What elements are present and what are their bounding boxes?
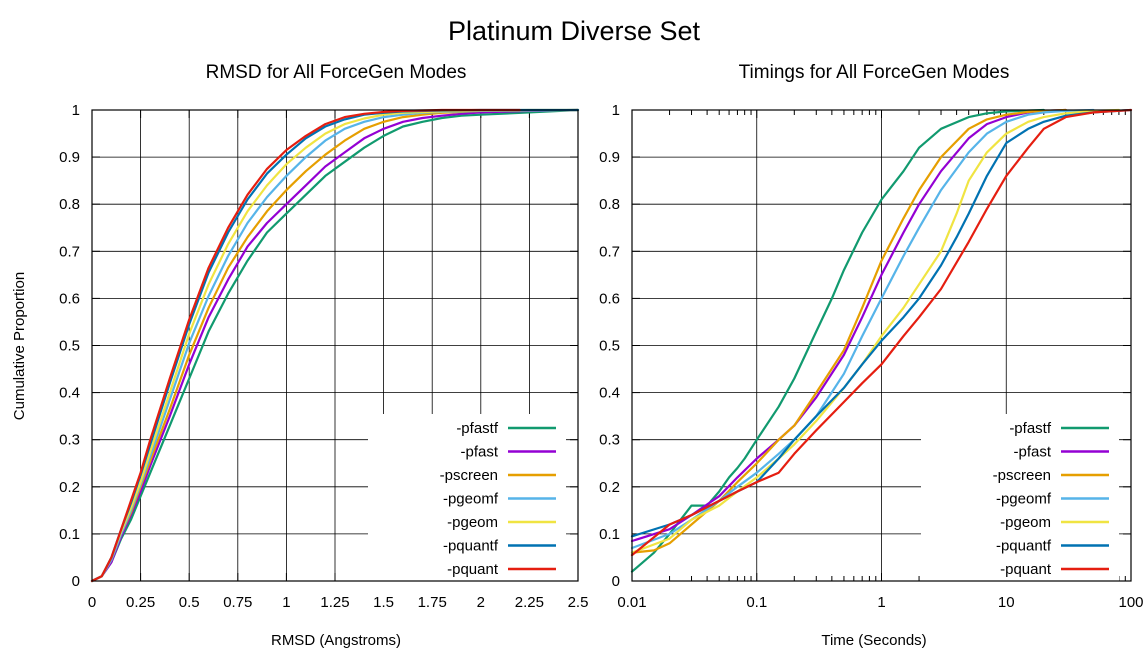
timings-series-line-pgeomf bbox=[630, 108, 1095, 550]
y-axis-label: Cumulative Proportion bbox=[11, 272, 28, 420]
timings-y-tick-label: 0.6 bbox=[599, 290, 620, 307]
timings-legend-label: -pscreen bbox=[993, 467, 1051, 484]
rmsd-legend-label: -pquant bbox=[447, 561, 499, 578]
timings-legend: -pfastf -pfast -pscreen -pgeomf -pgeom -pquan… bbox=[921, 414, 1119, 587]
timings-series-line-pquant bbox=[630, 108, 1133, 557]
timings-x-tick-label: 1 bbox=[877, 594, 885, 611]
rmsd-x-tick-label: 2.5 bbox=[568, 594, 589, 611]
timings-y-tick-label: 0.2 bbox=[599, 479, 620, 496]
timings-x-tick-label: 10 bbox=[998, 594, 1015, 611]
timings-x-tick-label: 0.1 bbox=[746, 594, 767, 611]
rmsd-x-tick-label: 2.25 bbox=[515, 594, 544, 611]
timings-y-tick-label: 0.8 bbox=[599, 196, 620, 213]
rmsd-x-tick-label: 1.75 bbox=[418, 594, 447, 611]
rmsd-x-tick-label: 0.25 bbox=[126, 594, 155, 611]
timings-series-group bbox=[630, 108, 1133, 573]
timings-y-tick-label: 0.9 bbox=[599, 149, 620, 166]
timings-y-tick-label: 0.4 bbox=[599, 385, 620, 402]
timings-panel-title: Timings for All ForceGen Modes bbox=[739, 62, 1010, 83]
rmsd-series-line-pquant bbox=[90, 108, 521, 583]
rmsd-legend-label: -pfastf bbox=[456, 420, 499, 437]
timings-y-tick-label: 0 bbox=[612, 573, 620, 590]
timings-legend-label: -pgeom bbox=[1000, 514, 1051, 531]
timings-legend-background bbox=[921, 414, 1119, 587]
timings-series-line-pfast bbox=[630, 108, 1067, 543]
rmsd-y-tick-label: 0.9 bbox=[59, 149, 80, 166]
rmsd-y-tick-label: 0.4 bbox=[59, 385, 80, 402]
rmsd-x-tick-label: 1.25 bbox=[320, 594, 349, 611]
timings-legend-label: -pquantf bbox=[996, 538, 1052, 555]
rmsd-y-tick-label: 0 bbox=[72, 573, 80, 590]
rmsd-y-tick-label: 0.3 bbox=[59, 432, 80, 449]
rmsd-x-tick-label: 0.75 bbox=[223, 594, 252, 611]
rmsd-x-axis-label: RMSD (Angstroms) bbox=[271, 632, 401, 649]
timings-legend-label: -pfastf bbox=[1009, 420, 1052, 437]
rmsd-legend-background bbox=[368, 414, 566, 587]
rmsd-y-tick-label: 0.6 bbox=[59, 290, 80, 307]
rmsd-x-tick-label: 1.5 bbox=[373, 594, 394, 611]
rmsd-series-line-pfastf bbox=[90, 108, 580, 583]
timings-plot-frame bbox=[631, 109, 1132, 582]
rmsd-y-tick-label: 1 bbox=[72, 102, 80, 119]
timings-y-tick-label: 1 bbox=[612, 102, 620, 119]
rmsd-legend-label: -pgeom bbox=[447, 514, 498, 531]
rmsd-legend: -pfastf -pfast -pscreen -pgeomf -pgeom -pquan… bbox=[368, 414, 566, 587]
figure-title: Platinum Diverse Set bbox=[448, 16, 701, 46]
rmsd-panel-title: RMSD for All ForceGen Modes bbox=[206, 62, 467, 83]
rmsd-y-tick-label: 0.7 bbox=[59, 243, 80, 260]
rmsd-legend-label: -pquantf bbox=[443, 538, 499, 555]
timings-y-tick-label: 0.1 bbox=[599, 526, 620, 543]
rmsd-series-line-pgeom bbox=[90, 108, 580, 583]
rmsd-y-tick-label: 0.2 bbox=[59, 479, 80, 496]
rmsd-legend-label: -pfast bbox=[460, 444, 498, 461]
rmsd-y-tick-label: 0.8 bbox=[59, 196, 80, 213]
rmsd-plot-frame bbox=[91, 109, 579, 582]
timings-y-tick-label: 0.3 bbox=[599, 432, 620, 449]
timings-x-axis-label: Time (Seconds) bbox=[821, 632, 926, 649]
timings-legend-label: -pquant bbox=[1000, 561, 1052, 578]
rmsd-x-tick-label: 0 bbox=[88, 594, 96, 611]
rmsd-panel: RMSD for All ForceGen Modes 0 0.25 0.5 0.75… bbox=[11, 62, 588, 649]
rmsd-y-tick-label: 0.1 bbox=[59, 526, 80, 543]
timings-panel: Timings for All ForceGen Modes 0.01 0.1 1 1… bbox=[599, 62, 1143, 649]
timings-y-tick-label: 0.5 bbox=[599, 338, 620, 355]
timings-x-tick-label: 0.01 bbox=[617, 594, 646, 611]
timings-legend-label: -pfast bbox=[1013, 444, 1051, 461]
timings-x-tick-label: 100 bbox=[1118, 594, 1143, 611]
timings-plot-area: 0.01 0.1 1 10 100 0 0.1 0.2 0.3 0.4 0.5 0.6 0.7 0.8 0.… bbox=[599, 102, 1143, 611]
timings-legend-label: -pgeomf bbox=[996, 491, 1052, 508]
rmsd-x-tick-label: 1 bbox=[282, 594, 290, 611]
rmsd-legend-label: -pgeomf bbox=[443, 491, 499, 508]
rmsd-x-tick-label: 2 bbox=[477, 594, 485, 611]
rmsd-legend-label: -pscreen bbox=[440, 467, 498, 484]
rmsd-x-tick-label: 0.5 bbox=[179, 594, 200, 611]
rmsd-plot-area: 0 0.25 0.5 0.75 1 1.25 1.5 1.75 2 2.25 2.5 0 0.1 0.2 0… bbox=[59, 102, 588, 611]
timings-y-tick-label: 0.7 bbox=[599, 243, 620, 260]
rmsd-series-group bbox=[90, 108, 580, 583]
rmsd-y-tick-label: 0.5 bbox=[59, 338, 80, 355]
